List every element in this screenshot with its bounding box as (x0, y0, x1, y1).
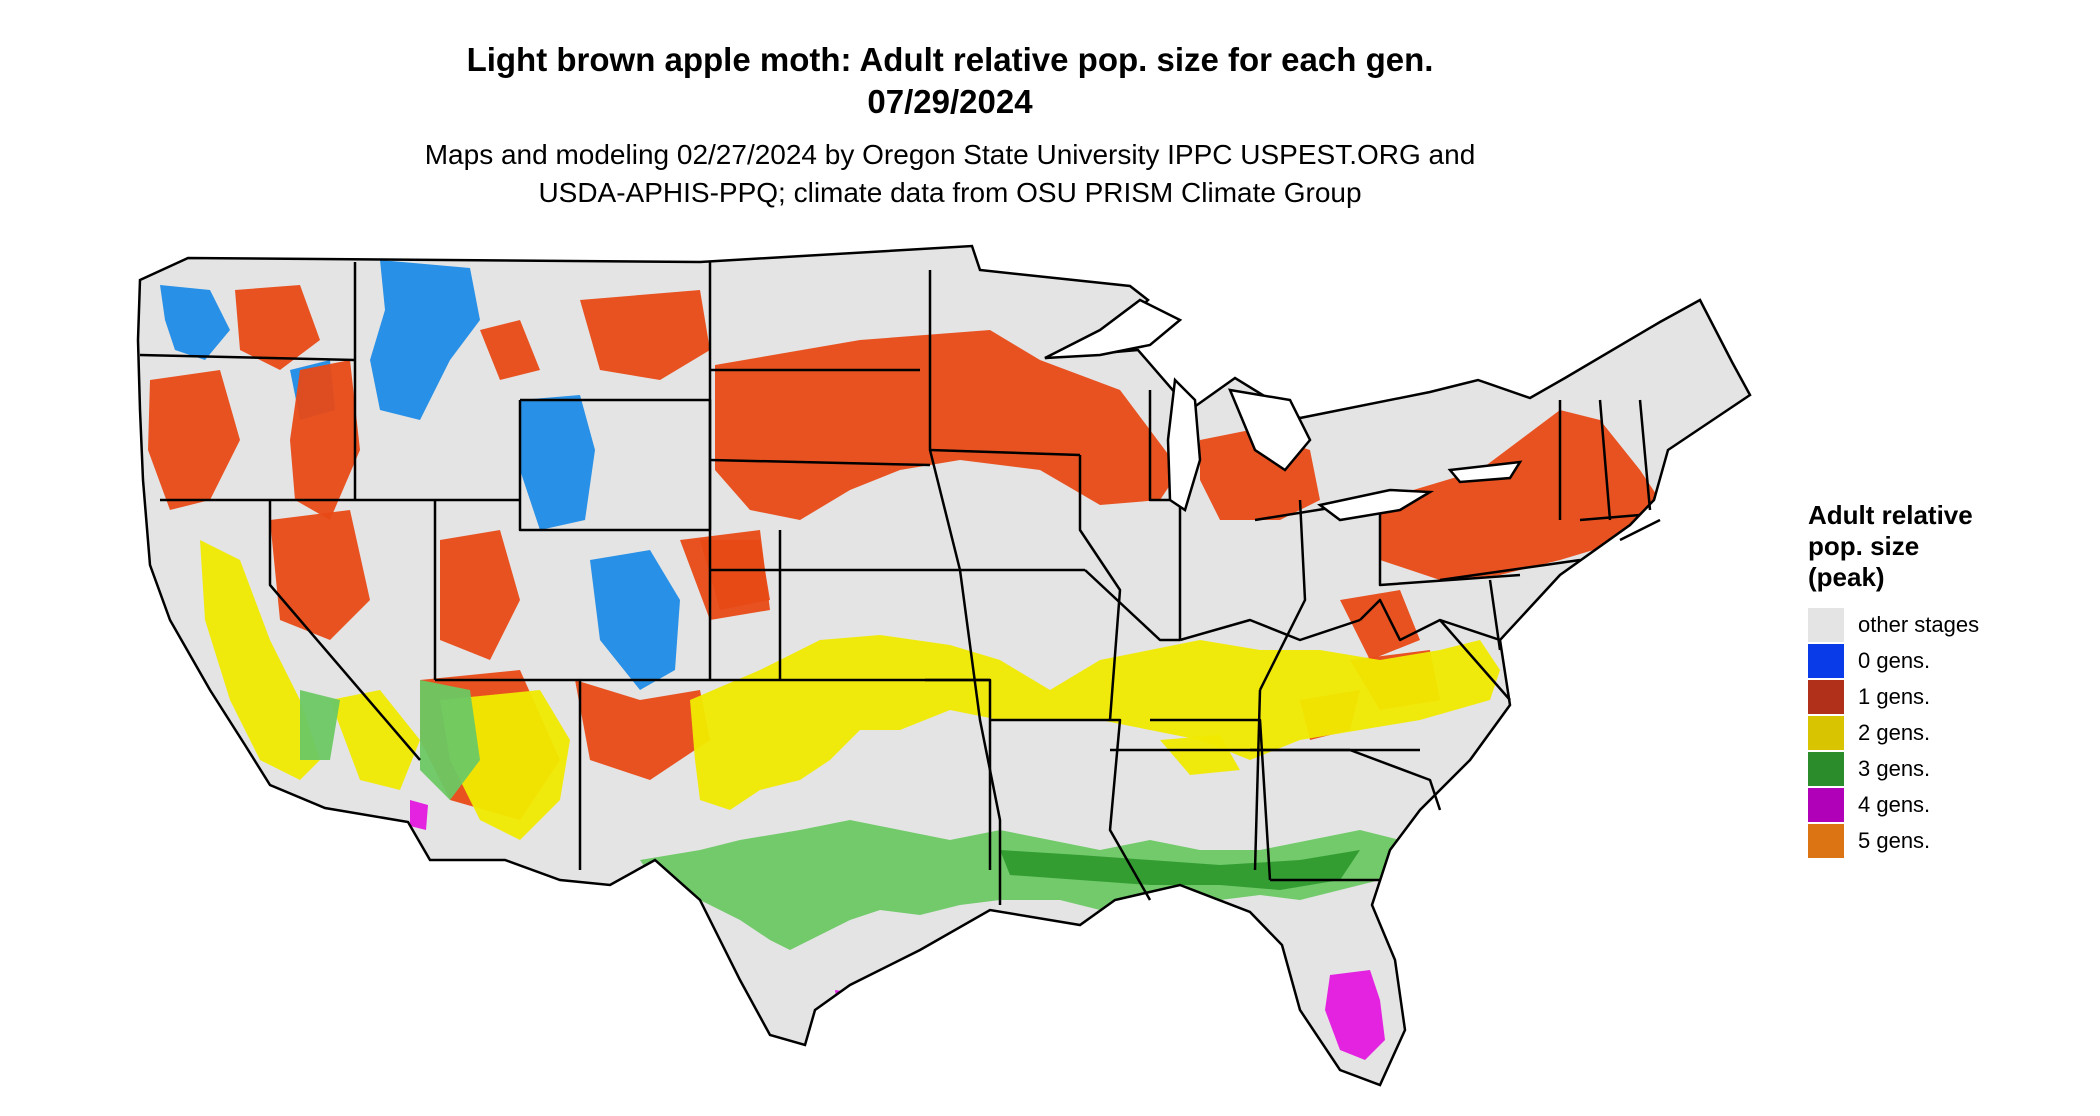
map-subtitle-line2: USDA-APHIS-PPQ; climate data from OSU PR… (538, 177, 1362, 208)
legend-label: other stages (1858, 612, 1980, 637)
generation-regions (148, 260, 1660, 1060)
legend-label: 4 gens. (1858, 792, 1931, 817)
legend-swatch (1808, 680, 1844, 714)
great-lakes (1044, 298, 1523, 522)
lake-superior (1044, 298, 1183, 360)
legend-item-3-gens: 3 gens. (1808, 751, 2068, 787)
legend-swatch (1808, 608, 1844, 642)
us-coastline (136, 244, 1752, 1087)
legend-item-5-gens: 5 gens. (1808, 823, 2068, 859)
legend-swatch (1808, 824, 1844, 858)
legend-swatch (1808, 788, 1844, 822)
gen0-regions (160, 260, 680, 690)
legend-label: 1 gens. (1858, 684, 1931, 709)
gen3-regions (300, 680, 1400, 950)
lake-erie (1317, 488, 1435, 522)
map-title: Light brown apple moth: Adult relative p… (466, 41, 1434, 78)
legend-label: 3 gens. (1858, 756, 1931, 781)
lake-huron (1227, 388, 1312, 472)
legend-title-line: (peak) (1808, 562, 1885, 592)
lake-ontario (1447, 460, 1523, 484)
lake-michigan (1166, 377, 1202, 512)
legend-item-1-gens: 1 gens. (1808, 679, 2068, 715)
legend-title: Adult relative pop. size (peak) (1808, 500, 2068, 593)
legend-swatch (1808, 716, 1844, 750)
legend-item-0-gens: 0 gens. (1808, 643, 2068, 679)
legend-label: 5 gens. (1858, 828, 1931, 853)
legend-label: 0 gens. (1858, 648, 1931, 673)
legend-label: 2 gens. (1858, 720, 1931, 745)
legend-title-line: pop. size (1808, 531, 1920, 561)
map-subtitle-line1: Maps and modeling 02/27/2024 by Oregon S… (424, 139, 1476, 170)
legend-item-4-gens: 4 gens. (1808, 787, 2068, 823)
map-date: 07/29/2024 (867, 83, 1033, 120)
legend-title-line: Adult relative (1808, 500, 1973, 530)
legend-swatch (1808, 644, 1844, 678)
legend-swatch (1808, 752, 1844, 786)
legend: Adult relative pop. size (peak) other st… (1808, 500, 2068, 859)
legend-items: other stages 0 gens. 1 gens. 2 gens. 3 g… (1808, 607, 2068, 859)
legend-item-2-gens: 2 gens. (1808, 715, 2068, 751)
legend-item-other-stages: other stages (1808, 607, 2068, 643)
